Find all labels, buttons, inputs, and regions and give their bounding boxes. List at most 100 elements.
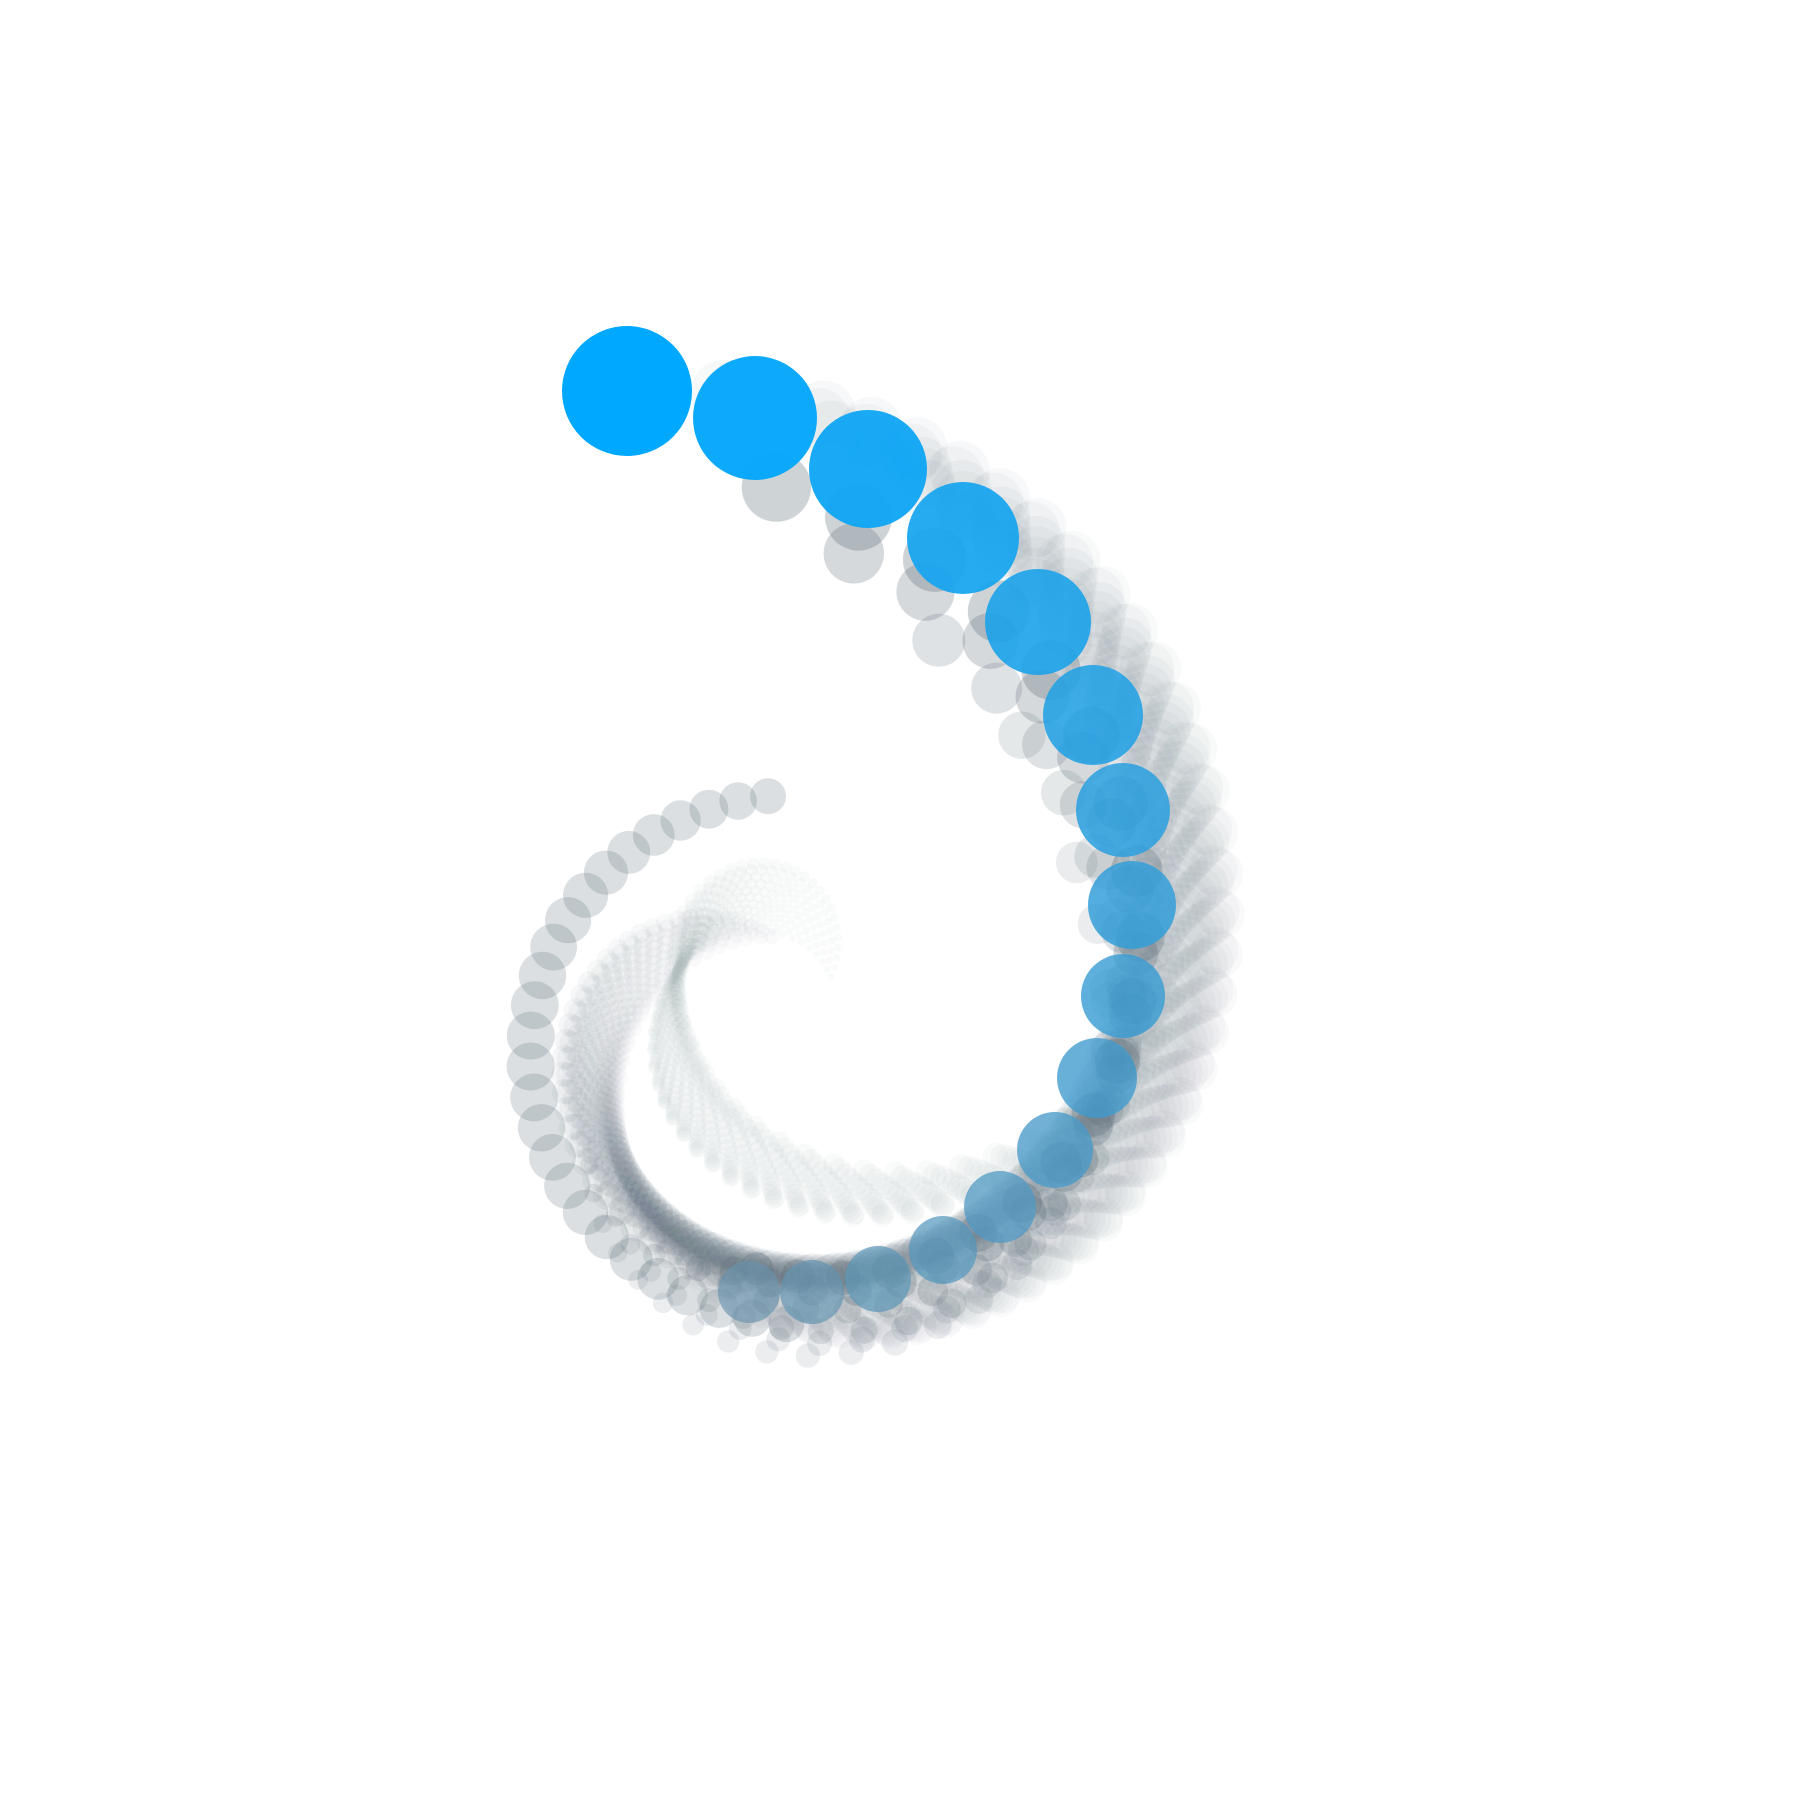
ghost-circle (702, 1238, 732, 1268)
trail-circle (923, 1311, 952, 1340)
trail-circle (977, 1262, 1008, 1294)
ghost-circle (1149, 1022, 1195, 1068)
ghost-circle (581, 1030, 604, 1053)
ghost-circle (588, 1144, 615, 1171)
inner-curl-circle (657, 1085, 673, 1100)
inner-curl-circle (770, 874, 782, 886)
ghost-circle (1119, 1089, 1163, 1133)
inner-curl-circle (773, 883, 784, 895)
inner-curl-circle (652, 1070, 667, 1085)
inner-curl-circle (745, 1133, 766, 1153)
inner-curl-circle (667, 971, 680, 985)
trail-circle (685, 1256, 711, 1282)
ghost-circle (675, 1245, 707, 1277)
inner-curl-circle (996, 1145, 1023, 1173)
ghost-circle (1147, 681, 1201, 736)
inner-curl-circle (722, 900, 734, 912)
inner-curl-circle (700, 889, 714, 904)
ghost-circle (1169, 980, 1216, 1027)
ghost-circle (603, 1163, 630, 1191)
ghost-circle (564, 1131, 592, 1159)
trail-circle (643, 1243, 666, 1267)
inner-curl-circle (673, 960, 687, 975)
inner-curl-circle (725, 905, 737, 917)
inner-curl-circle (828, 1182, 851, 1205)
inner-curl-circle (709, 910, 722, 923)
ghost-circle (1036, 1177, 1077, 1217)
rim-circle (518, 951, 567, 1000)
inner-curl-circle (651, 1015, 664, 1029)
ghost-circle (591, 1097, 616, 1122)
ghost-circle (658, 1208, 687, 1237)
inner-curl-circle (721, 931, 731, 941)
inner-curl-circle (678, 952, 691, 965)
inner-curl-circle (805, 944, 813, 952)
ghost-circle (620, 1181, 648, 1209)
ghost-circle (592, 972, 614, 994)
ghost-circle (620, 1211, 650, 1242)
inner-curl-circle (692, 930, 705, 943)
inner-curl-circle (893, 1192, 917, 1217)
inner-curl-circle (659, 1076, 676, 1092)
ghost-circle (1132, 1086, 1177, 1130)
ghost-circle (623, 959, 643, 979)
inner-curl-circle (837, 1196, 860, 1218)
inner-curl-circle (719, 877, 733, 891)
inner-curl-circle (697, 897, 712, 912)
inner-curl-circle (701, 915, 715, 929)
trail-circle (640, 1261, 662, 1282)
inner-curl-circle (750, 1147, 771, 1167)
inner-curl-circle (790, 865, 802, 877)
inner-curl-circle (722, 1107, 742, 1127)
ghost-circle (566, 1059, 591, 1085)
inner-curl-circle (648, 1024, 661, 1037)
inner-curl-circle (760, 1135, 781, 1156)
ghost-circle (1145, 1053, 1191, 1099)
inner-curl-circle (687, 929, 702, 944)
inner-curl-circle (672, 1005, 690, 1022)
ghost-circle (613, 1154, 639, 1180)
ghost-circle (582, 1139, 609, 1167)
inner-curl-circle (757, 909, 767, 919)
ghost-circle (645, 1206, 675, 1236)
inner-curl-circle (839, 1199, 862, 1222)
inner-curl-circle (655, 1004, 669, 1018)
inner-curl-circle (794, 877, 806, 888)
ghost-circle (632, 1211, 662, 1241)
ghost-circle (569, 1119, 597, 1146)
inner-curl-circle (714, 1118, 734, 1138)
ghost-circle (638, 1212, 669, 1242)
rim-circle (660, 800, 701, 841)
inner-curl-circle (824, 1176, 847, 1199)
trail-circle (755, 1340, 779, 1364)
inner-curl-circle (708, 1095, 727, 1115)
rim-circle (609, 1237, 653, 1281)
rim-circle (583, 850, 629, 895)
inner-curl-circle (802, 927, 810, 935)
inner-curl-circle (956, 1155, 982, 1181)
ghost-circle (601, 1009, 623, 1030)
inner-curl-circle (775, 903, 786, 913)
ghost-circle (639, 1191, 668, 1219)
trail-circle (584, 1184, 603, 1203)
ghost-circle (1169, 774, 1221, 826)
ghost-circle (1104, 1119, 1147, 1162)
trail-circle (1038, 1193, 1072, 1226)
ghost-circle (584, 1037, 607, 1060)
inner-curl-circle (663, 981, 677, 995)
highlight-circle (909, 1216, 977, 1284)
ghost-circle (556, 1062, 581, 1088)
inner-curl-circle (663, 1022, 679, 1038)
ghost-circle (584, 983, 607, 1006)
inner-curl-circle (672, 1050, 689, 1067)
inner-curl-circle (688, 1093, 706, 1111)
inner-curl-circle (739, 898, 751, 909)
inner-curl-circle (676, 1126, 693, 1142)
ghost-circle (1134, 1029, 1180, 1075)
inner-curl-circle (655, 998, 668, 1011)
inner-curl-circle (711, 1085, 730, 1105)
ghost-circle (972, 1250, 1010, 1288)
inner-curl-circle (760, 872, 772, 884)
inner-curl-circle (668, 953, 684, 970)
trail-circle (717, 1330, 740, 1353)
